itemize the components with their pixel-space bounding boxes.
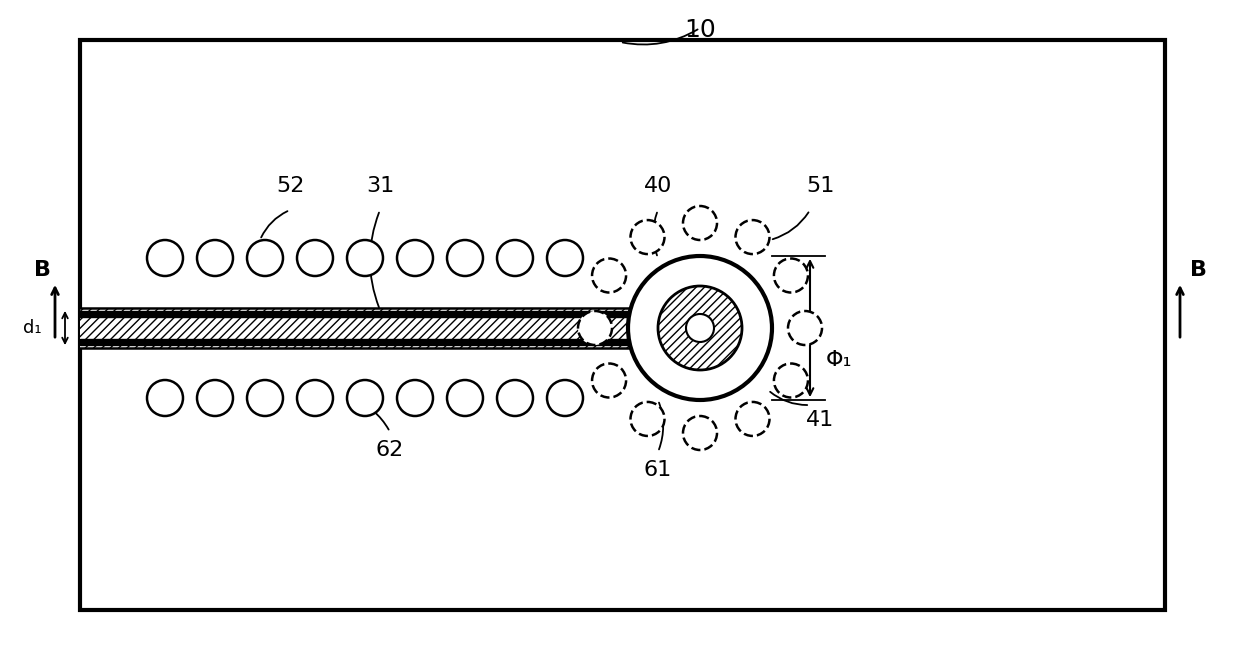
Circle shape [630, 220, 665, 254]
Text: d₁: d₁ [24, 319, 42, 337]
Text: 10: 10 [684, 18, 715, 42]
Circle shape [298, 240, 334, 276]
Circle shape [347, 380, 383, 416]
Text: 31: 31 [366, 176, 394, 196]
Circle shape [446, 380, 484, 416]
Circle shape [735, 402, 770, 436]
Text: 62: 62 [376, 440, 404, 460]
Circle shape [686, 314, 714, 342]
Text: Φ₁: Φ₁ [826, 350, 853, 370]
Text: B: B [1189, 260, 1207, 280]
Circle shape [298, 380, 334, 416]
Circle shape [148, 380, 184, 416]
Circle shape [683, 206, 717, 240]
Circle shape [787, 311, 822, 345]
Circle shape [397, 380, 433, 416]
Circle shape [774, 364, 808, 398]
Text: 61: 61 [644, 460, 672, 480]
Circle shape [446, 240, 484, 276]
Circle shape [497, 240, 533, 276]
Text: 40: 40 [644, 176, 672, 196]
Circle shape [547, 380, 583, 416]
Circle shape [735, 220, 770, 254]
Circle shape [148, 240, 184, 276]
Circle shape [683, 416, 717, 450]
Text: B: B [33, 260, 51, 280]
Circle shape [197, 380, 233, 416]
Circle shape [658, 286, 742, 370]
Circle shape [497, 380, 533, 416]
Circle shape [347, 240, 383, 276]
Circle shape [774, 259, 808, 293]
Circle shape [247, 240, 283, 276]
Circle shape [627, 256, 773, 400]
Circle shape [630, 402, 665, 436]
Text: 41: 41 [806, 410, 835, 430]
Circle shape [247, 380, 283, 416]
Circle shape [397, 240, 433, 276]
Circle shape [547, 240, 583, 276]
Circle shape [197, 240, 233, 276]
Bar [81, 308, 701, 348]
Bar [81, 40, 1166, 610]
Circle shape [591, 364, 626, 398]
Circle shape [578, 311, 613, 345]
Circle shape [591, 259, 626, 293]
Text: 51: 51 [806, 176, 835, 196]
Text: 52: 52 [275, 176, 304, 196]
